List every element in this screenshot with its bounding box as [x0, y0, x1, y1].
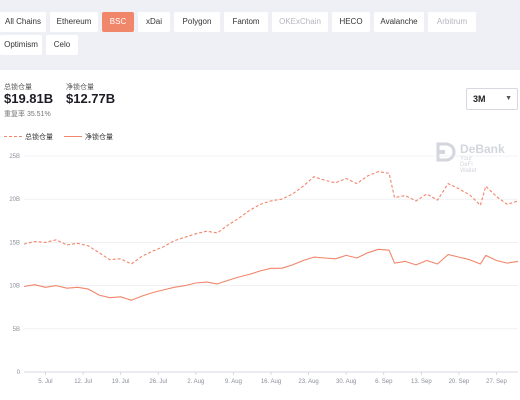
chain-tab-arbitrum[interactable]: Arbitrum	[428, 12, 476, 32]
chain-tab-avalanche[interactable]: Avalanche	[374, 12, 424, 32]
debank-logo-icon	[436, 142, 456, 162]
chain-tab-fantom[interactable]: Fantom	[224, 12, 268, 32]
x-tick-label: 13. Sep	[411, 379, 432, 385]
x-tick-label: 19. Jul	[112, 379, 130, 385]
x-tick-label: 12. Jul	[74, 379, 92, 385]
chain-tab-heco[interactable]: HECO	[332, 12, 370, 32]
chain-tab-celo[interactable]: Celo	[46, 35, 78, 55]
y-tick-label: 10B	[9, 284, 20, 290]
watermark-title: DeBank	[460, 142, 505, 156]
period-value: 3M	[473, 94, 486, 104]
x-tick-label: 27. Sep	[486, 379, 507, 385]
chain-tab-polygon[interactable]: Polygon	[174, 12, 220, 32]
net-tvl-value: $12.77B	[66, 91, 116, 106]
series-line-total	[23, 171, 519, 265]
y-tick-label: 5B	[13, 327, 20, 333]
period-select[interactable]: 3M ▼	[466, 88, 518, 110]
net-tvl-label: 净锁仓量	[66, 84, 94, 91]
x-tick-label: 23. Aug	[298, 379, 318, 385]
grid-lines	[24, 155, 518, 373]
debank-watermark: DeBank Your DeFi Wallet	[436, 142, 505, 174]
series-line-net	[23, 248, 519, 301]
chain-tab-ethereum[interactable]: Ethereum	[50, 12, 98, 32]
chain-filter-bar: All Chains Ethereum BSC xDai Polygon Fan…	[0, 0, 520, 70]
chevron-down-icon: ▼	[505, 95, 512, 102]
y-tick-label: 25B	[9, 154, 20, 160]
y-tick-label: 20B	[9, 197, 20, 203]
chain-tab-bsc[interactable]: BSC	[102, 12, 134, 32]
x-tick-label: 5. Jul	[38, 379, 52, 385]
chain-tab-xdai[interactable]: xDai	[138, 12, 170, 32]
x-tick-label: 16. Aug	[261, 379, 281, 385]
legend-swatch-net	[64, 136, 82, 137]
y-axis-ticks: 0 5B 10B 15B 20B 25B	[9, 154, 20, 376]
x-tick-label: 9. Aug	[225, 379, 242, 385]
x-axis-ticks: 5. Jul 12. Jul 19. Jul 26. Jul 2. Aug 9. Aug 1…	[24, 371, 518, 385]
total-tvl-value: $19.81B	[4, 91, 54, 106]
legend-net[interactable]: 净锁仓量	[85, 134, 113, 141]
x-tick-label: 6. Sep	[375, 379, 393, 385]
chain-tab-okexchain[interactable]: OKExChain	[272, 12, 328, 32]
watermark-subtitle: Your DeFi Wallet	[460, 156, 477, 174]
series-lines	[23, 171, 519, 301]
chain-tab-all-chains[interactable]: All Chains	[0, 12, 46, 32]
y-tick-label: 0	[17, 370, 21, 376]
legend-swatch-total	[4, 136, 22, 137]
x-tick-label: 30. Aug	[336, 379, 356, 385]
duplicate-ratio: 重复率 35.51%	[4, 111, 51, 118]
x-tick-label: 26. Jul	[149, 379, 167, 385]
x-tick-label: 2. Aug	[187, 379, 204, 385]
y-tick-label: 15B	[9, 240, 20, 246]
legend-total[interactable]: 总锁仓量	[25, 134, 53, 141]
x-tick-label: 20. Sep	[449, 379, 470, 385]
chain-tab-optimism[interactable]: Optimism	[0, 35, 42, 55]
total-tvl-label: 总锁仓量	[4, 84, 32, 91]
